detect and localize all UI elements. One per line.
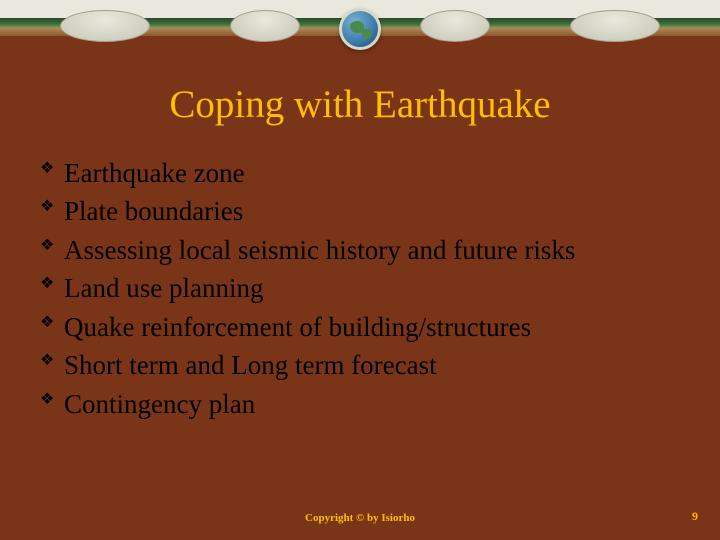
list-item: Earthquake zone xyxy=(40,155,680,191)
banner-plate xyxy=(230,10,300,42)
banner-plate xyxy=(60,10,150,42)
list-item: Contingency plan xyxy=(40,386,680,422)
slide-title: Coping with Earthquake xyxy=(30,82,690,127)
list-item: Assessing local seismic history and futu… xyxy=(40,232,680,268)
list-item: Land use planning xyxy=(40,270,680,306)
list-item: Short term and Long term forecast xyxy=(40,347,680,383)
decorative-banner xyxy=(0,0,720,52)
list-item: Quake reinforcement of building/structur… xyxy=(40,309,680,345)
slide-content: Coping with Earthquake Earthquake zone P… xyxy=(0,52,720,422)
banner-plate xyxy=(570,10,660,42)
bullet-list: Earthquake zone Plate boundaries Assessi… xyxy=(30,155,690,422)
globe-icon xyxy=(339,8,381,50)
list-item: Plate boundaries xyxy=(40,193,680,229)
page-number: 9 xyxy=(692,509,698,524)
footer-copyright: Copyright © by Isiorho xyxy=(305,512,415,524)
banner-plate xyxy=(420,10,490,42)
